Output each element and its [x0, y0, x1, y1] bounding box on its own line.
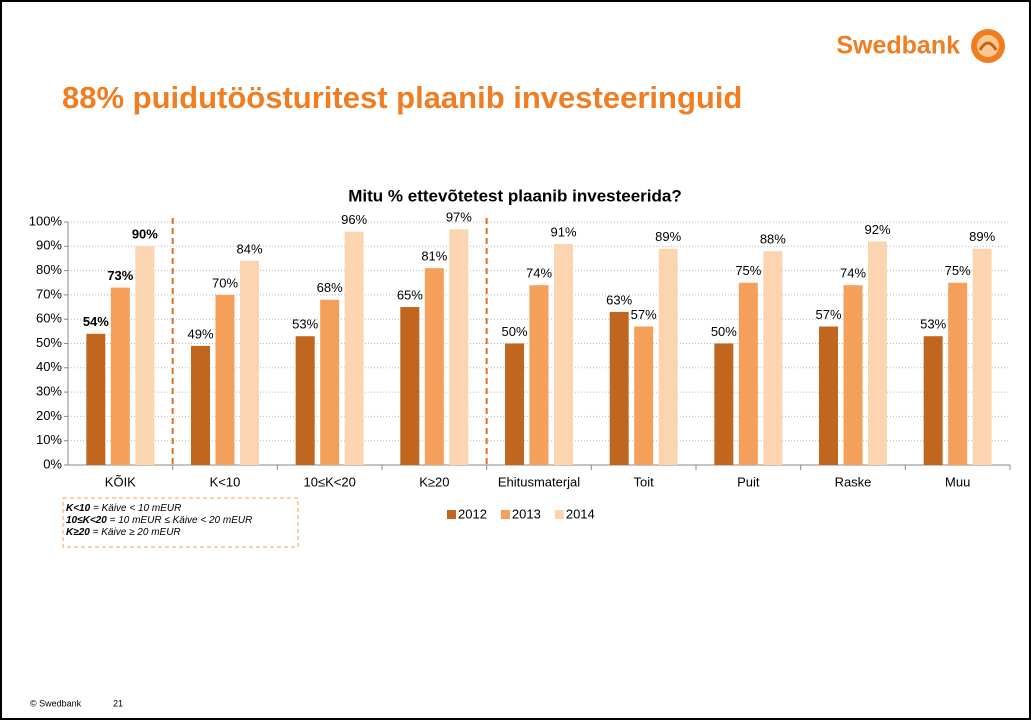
footer-page: 21	[113, 698, 123, 708]
chart-title: Mitu % ettevõtetest plaanib investeerida…	[348, 186, 681, 205]
bar	[240, 260, 259, 465]
legend-swatch	[447, 510, 456, 519]
slide-title: 88% puidutöösturitest plaanib investeeri…	[62, 80, 742, 115]
value-label: 89%	[655, 229, 681, 244]
bar	[135, 246, 155, 465]
value-label: 74%	[840, 266, 866, 281]
note-text: = Käive < 10 mEUR	[90, 503, 181, 514]
bar	[843, 285, 863, 465]
bar	[972, 248, 992, 465]
y-tick-label: 0%	[43, 456, 62, 471]
legend-swatch	[554, 510, 564, 519]
bar	[948, 282, 968, 465]
value-label: 97%	[446, 210, 472, 225]
y-tick-label: 40%	[36, 359, 62, 374]
value-label: 53%	[920, 317, 946, 332]
note: K<10 = Käive < 10 mEUR	[66, 503, 181, 514]
bar	[868, 241, 887, 465]
value-label: 53%	[292, 317, 318, 332]
value-label: 75%	[735, 263, 761, 278]
value-label: 96%	[341, 212, 367, 227]
y-tick-label: 90%	[36, 238, 62, 253]
y-tick-label: 20%	[36, 408, 62, 423]
value-label: 65%	[397, 287, 423, 302]
value-label: 50%	[711, 324, 737, 339]
bar	[819, 326, 838, 465]
x-tick-label: Ehitusmaterjal	[498, 474, 580, 489]
bar	[529, 285, 549, 465]
y-tick-label: 60%	[36, 311, 62, 326]
value-label: 89%	[969, 229, 995, 244]
bar	[505, 343, 524, 465]
value-label: 84%	[236, 241, 262, 256]
value-label: 68%	[317, 280, 343, 295]
note-term: K<10	[66, 503, 91, 514]
bar	[215, 294, 235, 465]
value-label: 49%	[187, 326, 213, 341]
bar	[344, 231, 364, 465]
bar	[634, 326, 654, 465]
x-tick-label: Raske	[835, 474, 872, 489]
footer-copyright: © Swedbank	[30, 698, 82, 708]
bar	[554, 243, 573, 465]
brand: Swedbank	[836, 32, 960, 60]
bar	[714, 343, 734, 465]
note: 10≤K<20 = 10 mEUR ≤ Käive < 20 mEUR	[66, 515, 252, 526]
bar	[320, 299, 340, 465]
bar	[658, 248, 678, 465]
note-term: K≥20	[66, 527, 90, 538]
y-tick-label: 30%	[36, 384, 62, 399]
legend-swatch	[500, 510, 510, 519]
bar	[449, 229, 469, 465]
x-tick-label: Puit	[737, 474, 760, 489]
y-tick-label: 70%	[36, 286, 62, 301]
value-label: 81%	[421, 249, 447, 264]
value-label: 88%	[760, 232, 786, 247]
y-tick-label: 100%	[29, 213, 63, 228]
x-tick-label: K<10	[210, 474, 241, 489]
y-tick-label: 80%	[36, 262, 62, 277]
x-tick-label: Toit	[634, 474, 655, 489]
value-label: 91%	[550, 224, 576, 239]
value-label: 54%	[83, 314, 109, 329]
x-tick-label: KÕIK	[105, 474, 136, 489]
x-tick-label: K≥20	[419, 474, 449, 489]
value-label: 57%	[815, 307, 841, 322]
y-tick-label: 10%	[36, 432, 62, 447]
bar	[738, 282, 758, 465]
notes-box	[62, 497, 299, 548]
bar	[424, 268, 444, 465]
brand-logo	[971, 29, 1005, 63]
value-label: 57%	[631, 307, 657, 322]
x-tick-label: Muu	[945, 474, 970, 489]
note: K≥20 = Käive ≥ 20 mEUR	[66, 527, 181, 538]
note-text: = Käive ≥ 20 mEUR	[90, 527, 181, 538]
note-term: 10≤K<20	[66, 515, 107, 526]
bar	[110, 287, 130, 465]
value-label: 92%	[864, 222, 890, 237]
bar	[923, 336, 943, 465]
bar	[295, 336, 315, 465]
value-label: 70%	[212, 275, 238, 290]
value-label: 73%	[107, 268, 133, 283]
y-tick-label: 50%	[36, 335, 62, 350]
legend-label: 2012	[458, 506, 487, 521]
bar	[609, 311, 629, 465]
x-tick-label: 10≤K<20	[304, 474, 356, 489]
legend-label: 2013	[512, 506, 541, 521]
legend-label: 2014	[566, 506, 595, 521]
bar	[400, 307, 420, 465]
bar	[86, 333, 106, 465]
value-label: 50%	[501, 324, 527, 339]
bar	[191, 345, 210, 465]
value-label: 90%	[132, 227, 158, 242]
bar	[763, 251, 783, 465]
note-text: = 10 mEUR ≤ Käive < 20 mEUR	[107, 515, 253, 526]
value-label: 75%	[945, 263, 971, 278]
value-label: 63%	[606, 292, 632, 307]
value-label: 74%	[526, 266, 552, 281]
